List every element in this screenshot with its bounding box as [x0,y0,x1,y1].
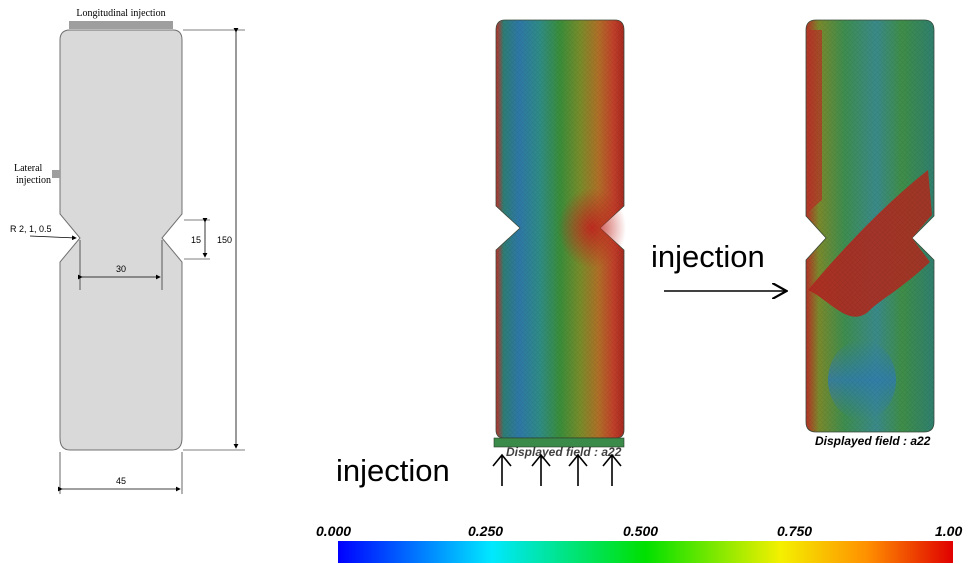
specimen-schematic: Longitudinal injection Lateral injection… [10,8,245,494]
up-arrow-icon [568,453,588,486]
specimen-outline [59,29,183,451]
sample-lateral: Displayed field : a22 injection [651,19,935,448]
colorbar-tick: 0.750 [777,523,812,539]
up-arrow-icon [531,453,551,486]
lateral-injection-marker [52,170,60,178]
sample-lateral-field-label: Displayed field : a22 [815,434,931,448]
colorbar-gradient [338,541,953,563]
dim-30-label: 30 [116,264,126,274]
injection-label-lateral: injection [651,239,765,274]
up-arrow-icon [492,453,512,486]
radius-label: R 2, 1, 0.5 [10,224,52,234]
sample-longitudinal-base [493,437,625,448]
dim-15-label: 15 [191,235,201,245]
longitudinal-injection-bar [69,21,173,29]
radius-leader [29,235,77,241]
lateral-label-line2: injection [16,175,51,186]
up-arrow-icon [602,453,622,486]
lateral-label-line1: Lateral [14,163,43,174]
sample-longitudinal-mesh [496,20,624,438]
injection-arrows-longitudinal [492,453,622,486]
sample-longitudinal-field-label: Displayed field : a22 [506,445,622,459]
colorbar: 0.000 0.250 0.500 0.750 1.00 [316,523,962,563]
injection-label-longitudinal: injection [336,453,450,488]
dim-45-label: 45 [116,476,126,486]
sample-lateral-mesh [806,20,934,432]
colorbar-tick: 0.500 [623,523,658,539]
longitudinal-injection-label: Longitudinal injection [76,8,165,19]
colorbar-tick: 1.00 [935,523,962,539]
colorbar-tick: 0.000 [316,523,351,539]
colorbar-tick: 0.250 [468,523,503,539]
dim-150-label: 150 [217,235,232,245]
sample-longitudinal: Displayed field : a22 injection [336,19,626,488]
